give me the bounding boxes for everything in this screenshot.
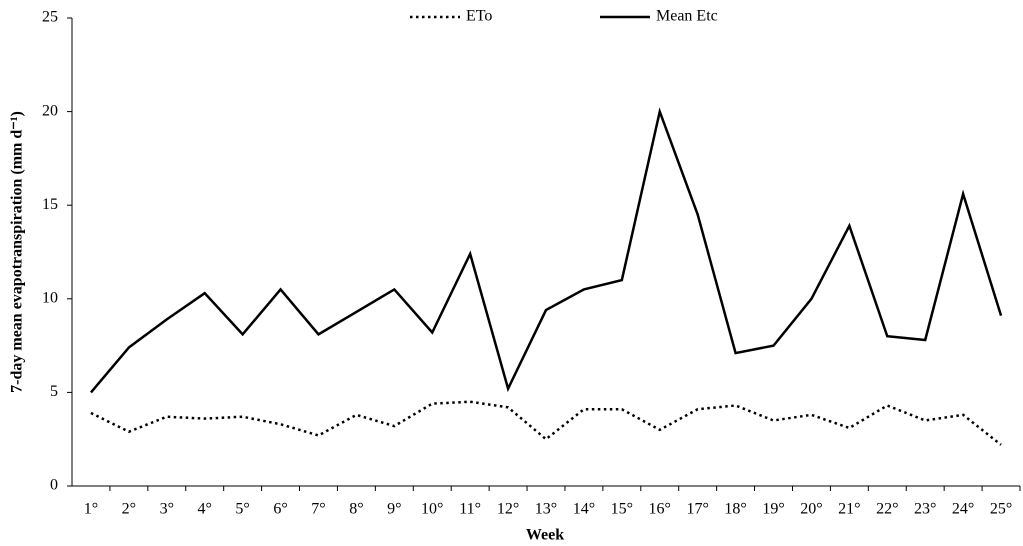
x-tick-label: 5° bbox=[235, 501, 249, 518]
x-tick-label: 11° bbox=[459, 501, 481, 518]
x-tick-label: 21° bbox=[838, 501, 860, 518]
x-tick-label: 10° bbox=[421, 501, 443, 518]
x-tick-label: 14° bbox=[573, 501, 595, 518]
x-tick-label: 23° bbox=[914, 501, 936, 518]
x-tick-label: 19° bbox=[762, 501, 784, 518]
y-tick-label: 0 bbox=[50, 477, 58, 494]
x-tick-label: 9° bbox=[387, 501, 401, 518]
x-tick-label: 7° bbox=[311, 501, 325, 518]
x-tick-label: 15° bbox=[611, 501, 633, 518]
x-tick-label: 2° bbox=[122, 501, 136, 518]
x-tick-label: 16° bbox=[649, 501, 671, 518]
x-tick-label: 3° bbox=[160, 501, 174, 518]
x-tick-label: 1° bbox=[84, 501, 98, 518]
legend-label: ETo bbox=[466, 8, 492, 25]
x-tick-label: 22° bbox=[876, 501, 898, 518]
x-tick-label: 18° bbox=[724, 501, 746, 518]
legend-label: Mean Etc bbox=[656, 8, 718, 25]
x-tick-label: 4° bbox=[198, 501, 212, 518]
series-line bbox=[90, 400, 1002, 446]
y-tick-label: 10 bbox=[42, 289, 58, 306]
x-tick-label: 25° bbox=[990, 501, 1012, 518]
x-tick-label: 6° bbox=[273, 501, 287, 518]
x-tick-label: 13° bbox=[535, 501, 557, 518]
x-tick-label: 8° bbox=[349, 501, 363, 518]
x-tick-label: 20° bbox=[800, 501, 822, 518]
y-tick-label: 20 bbox=[42, 102, 58, 119]
x-tick-label: 12° bbox=[497, 501, 519, 518]
x-tick-label: 17° bbox=[686, 501, 708, 518]
y-tick-label: 5 bbox=[50, 383, 58, 400]
series-line bbox=[90, 107, 1003, 394]
x-axis-label: Week bbox=[526, 527, 564, 544]
y-tick-label: 25 bbox=[42, 9, 58, 26]
x-tick-label: 24° bbox=[952, 501, 974, 518]
y-tick-label: 15 bbox=[42, 196, 58, 213]
y-axis-label: 7-day mean evapotranspiration (mm d⁻¹) bbox=[9, 111, 26, 393]
